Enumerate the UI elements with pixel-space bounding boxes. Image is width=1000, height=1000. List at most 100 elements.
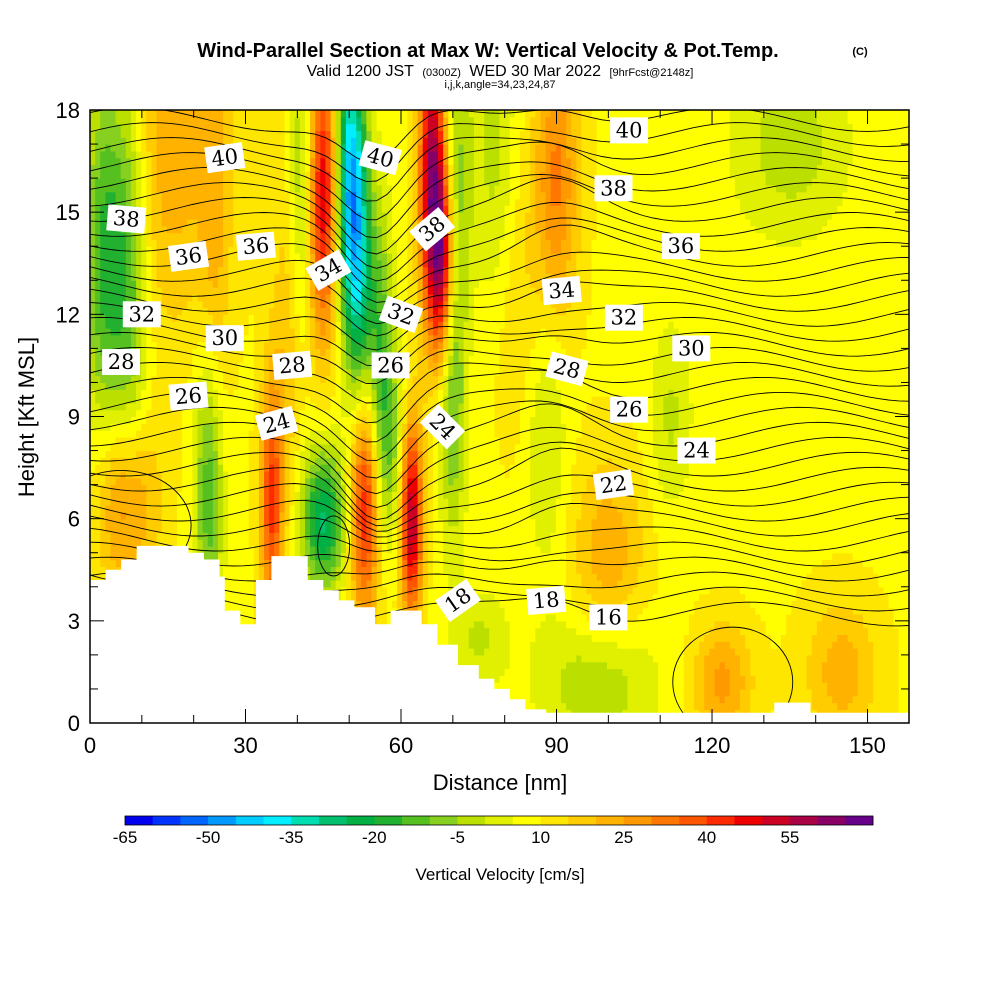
w-cell (171, 273, 178, 281)
w-cell (253, 382, 260, 390)
w-cell (166, 171, 173, 179)
w-cell (212, 505, 219, 513)
w-cell (212, 178, 219, 186)
w-cell (264, 498, 270, 506)
w-cell (233, 566, 240, 574)
w-cell (202, 416, 209, 424)
w-cell (217, 484, 224, 493)
w-cell (90, 218, 96, 227)
w-cell (269, 402, 275, 411)
w-cell (217, 246, 224, 254)
w-cell (197, 443, 204, 452)
w-cell (136, 144, 142, 152)
w-cell (274, 246, 280, 254)
w-cell (315, 505, 321, 513)
w-cell (136, 198, 142, 206)
w-cell (330, 239, 337, 247)
w-cell (202, 212, 209, 220)
w-cell (243, 334, 250, 343)
w-cell (136, 375, 142, 384)
w-cell (212, 355, 219, 363)
w-cell (269, 184, 275, 193)
w-cell (171, 144, 178, 152)
w-cell (171, 307, 178, 315)
w-cell (105, 239, 112, 247)
w-cell (351, 198, 357, 206)
w-cell (340, 525, 347, 533)
w-cell (212, 280, 219, 288)
w-cell (110, 430, 117, 438)
w-cell (130, 525, 137, 533)
w-cell (228, 232, 234, 241)
w-cell (115, 539, 122, 547)
w-cell (90, 545, 96, 554)
w-cell (166, 450, 173, 458)
w-cell (105, 505, 112, 513)
w-cell (115, 532, 122, 540)
w-cell (356, 498, 362, 506)
w-cell (212, 402, 219, 411)
w-cell (320, 470, 327, 479)
w-cell (182, 457, 188, 465)
w-cell (110, 130, 117, 138)
w-cell (243, 341, 250, 349)
w-cell (330, 409, 337, 418)
w-cell (351, 327, 357, 336)
w-cell (207, 423, 214, 431)
w-cell (366, 116, 373, 125)
w-cell (228, 573, 234, 581)
w-cell (304, 416, 311, 424)
w-cell (330, 300, 337, 309)
w-cell (243, 164, 250, 172)
w-cell (238, 464, 245, 472)
w-cell (141, 178, 147, 186)
w-cell (279, 539, 286, 547)
w-cell (207, 532, 214, 540)
w-cell (192, 341, 199, 349)
w-cell (130, 293, 137, 302)
w-cell (253, 287, 260, 295)
w-cell (310, 525, 316, 533)
w-cell (294, 498, 301, 506)
w-cell (284, 532, 291, 540)
w-cell (110, 389, 117, 397)
w-cell (146, 150, 153, 159)
w-cell (120, 184, 127, 193)
w-cell (141, 239, 147, 247)
w-cell (125, 293, 132, 302)
w-cell (248, 341, 255, 349)
w-cell (310, 137, 316, 145)
w-cell (284, 545, 291, 554)
w-cell (340, 137, 347, 145)
w-cell (110, 491, 117, 499)
w-cell (171, 362, 178, 370)
w-cell (146, 110, 153, 118)
w-cell (366, 307, 373, 315)
w-cell (90, 396, 96, 404)
w-cell (146, 137, 153, 145)
w-cell (258, 184, 265, 193)
w-cell (182, 511, 188, 520)
w-cell (217, 498, 224, 506)
w-cell (315, 307, 321, 315)
w-cell (105, 314, 112, 322)
w-cell (310, 212, 316, 220)
w-cell (228, 225, 234, 234)
w-cell (253, 443, 260, 452)
w-cell (248, 586, 255, 595)
w-cell (325, 396, 332, 404)
w-cell (330, 518, 337, 527)
w-cell (289, 164, 296, 172)
w-cell (238, 579, 245, 588)
w-cell (264, 130, 270, 138)
w-cell (125, 178, 132, 186)
w-cell (289, 218, 296, 227)
w-cell (146, 259, 153, 268)
w-cell (95, 402, 101, 411)
w-cell (294, 436, 301, 445)
w-cell (284, 266, 291, 275)
w-cell (130, 150, 137, 159)
w-cell (258, 396, 265, 404)
w-cell (294, 396, 301, 404)
w-cell (110, 375, 117, 384)
